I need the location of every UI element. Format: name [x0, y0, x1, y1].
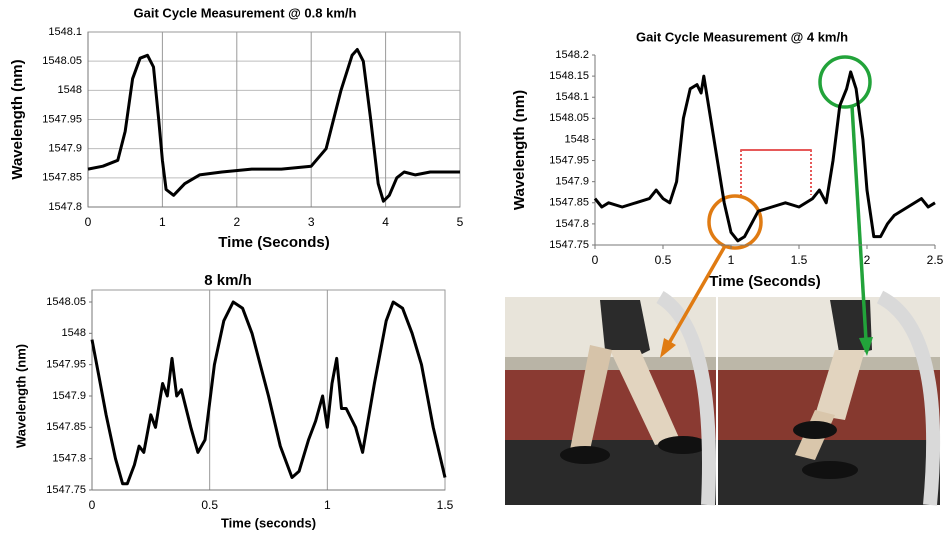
x-tick-label: 0 [592, 253, 599, 267]
y-tick-label: 1548 [62, 327, 86, 339]
y-tick-label: 1547.85 [549, 197, 589, 209]
data-line [593, 70, 936, 243]
plot-frame [91, 289, 446, 491]
x-tick-label: 1 [728, 253, 735, 267]
y-tick-label: 1548.1 [48, 26, 82, 38]
y-tick-label: 1547.9 [48, 143, 82, 155]
y-tick-label: 1547.9 [555, 176, 589, 188]
y-tick-label: 1548.05 [42, 55, 82, 67]
y-tick-label: 1547.8 [555, 218, 589, 230]
x-tick-label: 3 [308, 215, 315, 229]
y-tick-label: 1548 [58, 84, 82, 96]
x-tick-label: 0 [89, 498, 96, 512]
x-axis-label: Time (Seconds) [218, 234, 329, 251]
photo-left [505, 290, 716, 506]
y-tick-label: 1548.15 [549, 70, 589, 82]
x-tick-label: 2 [864, 253, 871, 267]
x-tick-label: 0 [85, 215, 92, 229]
x-axis-label: Time (seconds) [221, 515, 316, 530]
y-tick-label: 1548.1 [555, 91, 589, 103]
y-axis-label: Wavelength (nm) [9, 59, 26, 179]
x-tick-label: 2.5 [927, 253, 944, 267]
x-tick-label: 0.5 [201, 498, 218, 512]
x-tick-label: 2 [233, 215, 240, 229]
y-tick-label: 1548.05 [46, 296, 86, 308]
y-tick-label: 1547.8 [52, 453, 86, 465]
chart-title: 8 km/h [204, 272, 252, 289]
x-axis-label: Time (Seconds) [709, 273, 820, 290]
x-tick-label: 1 [324, 498, 331, 512]
y-tick-label: 1547.75 [549, 239, 589, 251]
x-tick-label: 4 [382, 215, 389, 229]
y-tick-label: 1548 [565, 133, 589, 145]
x-tick-label: 0.5 [655, 253, 672, 267]
y-axis-label: Wavelength (nm) [13, 344, 28, 448]
y-tick-label: 1547.95 [549, 154, 589, 166]
x-tick-label: 1.5 [437, 498, 454, 512]
data-line [90, 300, 447, 486]
y-tick-label: 1547.95 [42, 113, 82, 125]
annotations [660, 55, 873, 358]
y-tick-label: 1547.85 [46, 421, 86, 433]
y-tick-label: 1547.75 [46, 484, 86, 496]
y-tick-label: 1547.85 [42, 172, 82, 184]
x-tick-label: 1 [159, 215, 166, 229]
y-tick-label: 1547.9 [52, 390, 86, 402]
chart-title: Gait Cycle Measurement @ 4 km/h [636, 29, 848, 44]
x-tick-label: 5 [457, 215, 464, 229]
x-tick-label: 1.5 [791, 253, 808, 267]
chart-title: Gait Cycle Measurement @ 0.8 km/h [134, 5, 357, 20]
y-tick-label: 1547.8 [48, 201, 82, 213]
y-tick-label: 1548.05 [549, 112, 589, 124]
data-line [87, 48, 460, 203]
y-tick-label: 1548.2 [555, 49, 589, 61]
y-tick-label: 1547.95 [46, 359, 86, 371]
y-axis-label: Wavelength (nm) [511, 90, 528, 210]
photo-right [718, 290, 941, 506]
